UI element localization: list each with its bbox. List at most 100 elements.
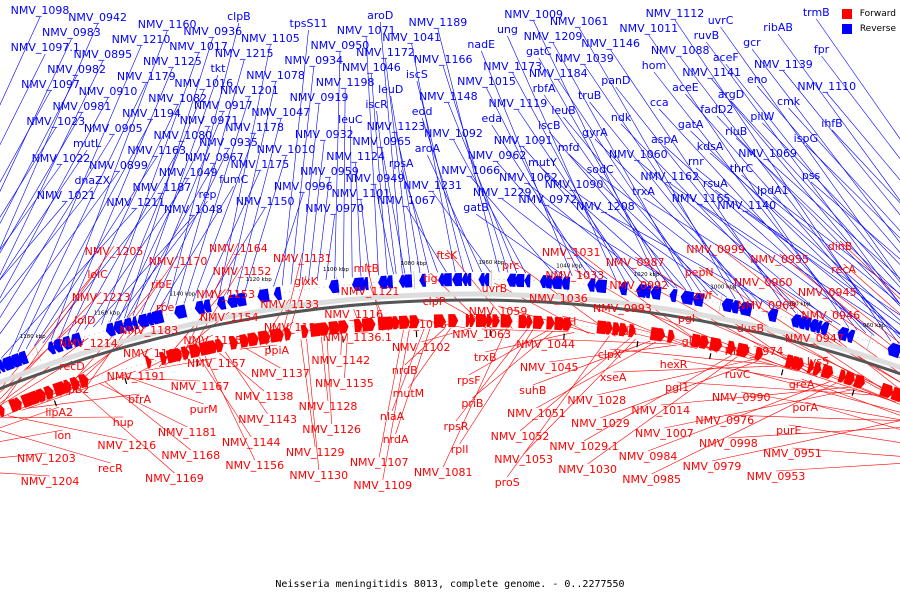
label-leader <box>21 370 137 411</box>
inner-tick <box>124 377 128 385</box>
reverse-gene-label: NMV_1098 <box>11 4 70 17</box>
label-leader <box>371 73 388 275</box>
reverse-gene-label: NMV_0962 <box>468 149 527 162</box>
reverse-gene-label: NMV_0983 <box>42 26 101 39</box>
forward-gene-label: glk <box>682 335 699 348</box>
reverse-gene <box>137 313 150 328</box>
label-leader <box>659 108 866 334</box>
forward-gene-label: proS <box>495 476 520 489</box>
label-leader <box>486 87 582 277</box>
forward-gene <box>300 324 309 339</box>
inner-tick <box>53 400 58 407</box>
label-leader <box>149 148 229 312</box>
reverse-gene <box>478 273 485 287</box>
forward-gene-label: suhB <box>519 384 546 397</box>
label-leader <box>578 27 736 300</box>
forward-gene-label: NMV_1134 <box>264 321 323 334</box>
reverse-gene-label: gatC <box>526 45 552 58</box>
forward-gene-label: NMV_1053 <box>494 453 553 466</box>
reverse-gene-label: mutY <box>528 156 557 169</box>
label-leader <box>502 198 608 280</box>
reverse-gene-label: NMV_1082 <box>148 92 207 105</box>
label-leader <box>144 357 217 371</box>
forward-gene-label: bfrA <box>128 393 151 406</box>
label-leaders <box>0 16 900 481</box>
reverse-gene-label: thrC <box>730 162 754 175</box>
reverse-gene-label: NMV_1067 <box>377 194 436 207</box>
label-leader <box>523 338 636 455</box>
label-leader <box>481 328 569 333</box>
label-leader <box>395 328 431 435</box>
reverse-gene-label: cmk <box>777 95 801 108</box>
forward-gene-label: NMV_1028 <box>567 394 626 407</box>
reverse-gene <box>105 322 116 337</box>
inner-tick <box>196 359 199 366</box>
label-leader <box>741 174 900 305</box>
reverse-gene <box>644 285 652 299</box>
tick-label: 1160 kbp <box>94 311 120 317</box>
reverse-gene <box>837 326 850 342</box>
forward-gene-label: greA <box>789 378 815 391</box>
label-leader <box>609 348 772 365</box>
reverse-gene-label: cca <box>650 96 669 109</box>
forward-gene-label: NMV_1153 <box>196 288 255 301</box>
forward-gene-label: NMV_1216 <box>97 439 156 452</box>
reverse-gene <box>441 273 452 287</box>
forward-gene-label: NMV_0979 <box>683 460 742 473</box>
reverse-gene-label: aceF <box>713 51 739 64</box>
reverse-gene-label: NMV_1165 <box>672 192 731 205</box>
reverse-gene-label: sodC <box>587 163 614 176</box>
reverse-gene-label: NMV_1123 <box>367 120 426 133</box>
reverse-gene-label: NMV_1172 <box>356 46 415 59</box>
label-leader <box>741 391 900 421</box>
reverse-gene-label: NMV_1211 <box>106 196 165 209</box>
inner-tick <box>709 353 712 360</box>
reverse-gene-label: lpdA1 <box>757 184 789 197</box>
reverse-gene-label: NMV_1015 <box>457 75 516 88</box>
forward-gene-label: NMV_1109 <box>353 479 412 492</box>
forward-gene-label: ruvC <box>725 368 751 381</box>
label-leader <box>390 95 421 273</box>
label-leader <box>406 206 447 273</box>
forward-gene <box>353 318 363 333</box>
forward-gene <box>666 329 675 344</box>
tick-label: 1080 kbp <box>401 261 427 267</box>
forward-gene-label: NMV_1033 <box>545 269 604 282</box>
reverse-gene <box>767 308 779 323</box>
forward-gene-label: rplI <box>451 443 469 456</box>
reverse-gene-label: NMV_1105 <box>241 32 300 45</box>
label-leader <box>0 406 60 429</box>
legend-reverse: Reverse <box>841 21 896 36</box>
label-leader <box>783 70 900 216</box>
label-leader <box>685 93 900 339</box>
forward-gene-label: NMV_1164 <box>209 242 268 255</box>
reverse-gene-label: NMV_1088 <box>651 44 710 57</box>
reverse-label: Reverse <box>859 23 896 34</box>
reverse-gene <box>216 296 227 310</box>
reverse-gene-label: NMV_0972 <box>518 193 577 206</box>
reverse-gene-label: NMV_0936 <box>183 25 242 38</box>
reverse-gene-label: NMV_1022 <box>32 152 91 165</box>
label-leader <box>365 36 379 276</box>
label-leader <box>664 145 875 336</box>
reverse-gene-label: fpr <box>814 43 830 56</box>
label-leader <box>480 50 573 277</box>
reverse-gene-label: NMV_1048 <box>164 203 223 216</box>
label-leader <box>92 215 194 328</box>
reverse-gene <box>669 288 678 303</box>
label-leader <box>0 38 72 192</box>
label-leader <box>0 186 93 304</box>
forward-gene <box>690 333 703 348</box>
label-leader <box>805 401 900 430</box>
forward-swatch <box>841 8 852 19</box>
label-leader <box>79 389 175 474</box>
reverse-gene-label: NMV_1150 <box>236 195 295 208</box>
reverse-gene-label: NMV_1047 <box>251 106 310 119</box>
reverse-gene-label: rep <box>199 188 217 201</box>
forward-gene-label: lon <box>54 429 71 442</box>
label-leader <box>728 427 900 439</box>
reverse-gene-label: NMV_0996 <box>274 180 333 193</box>
forward-gene-label: NMV_0951 <box>763 447 822 460</box>
forward-gene <box>486 314 493 328</box>
label-leader <box>497 305 595 335</box>
